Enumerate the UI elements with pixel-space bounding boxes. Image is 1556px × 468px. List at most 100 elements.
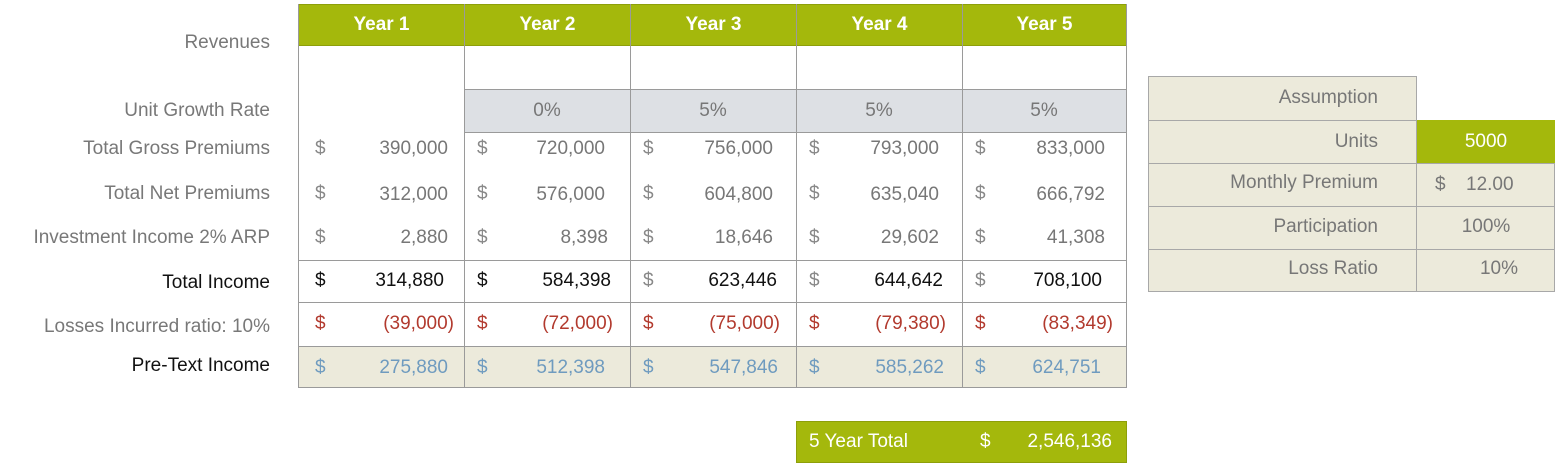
- loss-ratio-value: 10%: [1479, 258, 1519, 279]
- losses-year-5: (83,349): [1042, 313, 1113, 334]
- currency-symbol: $: [809, 227, 820, 248]
- currency-symbol: $: [477, 357, 488, 378]
- currency-symbol: $: [975, 183, 986, 204]
- pretax-income-year-3: 547,846: [709, 357, 778, 378]
- currency-symbol: $: [477, 270, 488, 291]
- net-premium-year-4: 635,040: [870, 184, 939, 205]
- grid-line: [1148, 120, 1417, 121]
- grid-line: [962, 4, 963, 387]
- gross-premium-year-3: 756,000: [704, 138, 773, 159]
- label-total-net-premiums: Total Net Premiums: [104, 183, 270, 204]
- five-year-total-box: 5 Year Total $ 2,546,136: [796, 421, 1127, 463]
- currency-symbol: $: [315, 270, 326, 291]
- currency-symbol: $: [315, 357, 326, 378]
- grid-line: [464, 132, 1127, 133]
- gross-premium-year-4: 793,000: [870, 138, 939, 159]
- grid-line: [1148, 206, 1555, 207]
- investment-income-year-5: 41,308: [1046, 227, 1105, 248]
- currency-symbol: $: [477, 138, 488, 159]
- assumption-panel: [1148, 76, 1417, 292]
- five-year-total-currency: $: [980, 431, 991, 452]
- label-unit-growth-rate: Unit Growth Rate: [124, 100, 270, 121]
- currency-symbol: $: [315, 183, 326, 204]
- gross-premium-year-2: 720,000: [536, 138, 605, 159]
- currency-symbol: $: [643, 138, 654, 159]
- investment-income-year-4: 29,602: [880, 227, 939, 248]
- currency-symbol: $: [809, 138, 820, 159]
- currency-symbol: $: [975, 313, 986, 334]
- total-income-year-1: 314,880: [375, 270, 444, 291]
- net-premium-year-3: 604,800: [704, 184, 773, 205]
- currency-symbol: $: [477, 183, 488, 204]
- currency-symbol: $: [643, 227, 654, 248]
- grid-line: [1126, 4, 1127, 387]
- total-income-year-5: 708,100: [1033, 270, 1102, 291]
- year-header-2: Year 2: [519, 14, 576, 35]
- grid-line: [298, 260, 1127, 261]
- monthly-premium-currency: $: [1435, 174, 1446, 195]
- pretax-income-year-5: 624,751: [1032, 357, 1101, 378]
- total-income-year-3: 623,446: [708, 270, 777, 291]
- participation-value: 100%: [1461, 216, 1511, 237]
- grid-line: [464, 89, 1127, 90]
- loss-ratio-label: Loss Ratio: [1288, 258, 1378, 279]
- currency-symbol: $: [975, 270, 986, 291]
- losses-year-2: (72,000): [542, 313, 613, 334]
- currency-symbol: $: [975, 357, 986, 378]
- label-pretax-income: Pre-Text Income: [131, 355, 270, 376]
- total-income-year-2: 584,398: [542, 270, 611, 291]
- participation-label: Participation: [1273, 216, 1378, 237]
- grid-line: [796, 4, 797, 387]
- year-header-bar: Year 1 Year 2 Year 3 Year 4 Year 5: [298, 4, 1127, 46]
- five-year-total-value: 2,546,136: [1027, 431, 1112, 452]
- unit-growth-band: [464, 90, 1127, 132]
- grid-line: [630, 4, 631, 387]
- label-revenues: Revenues: [184, 32, 270, 53]
- label-total-income: Total Income: [162, 272, 270, 293]
- losses-year-3: (75,000): [709, 313, 780, 334]
- currency-symbol: $: [315, 227, 326, 248]
- grid-line: [298, 387, 1127, 388]
- currency-symbol: $: [315, 313, 326, 334]
- grid-line: [1148, 163, 1555, 164]
- pretax-income-year-1: 275,880: [379, 357, 448, 378]
- monthly-premium-value: 12.00: [1466, 174, 1514, 195]
- net-premium-year-2: 576,000: [536, 184, 605, 205]
- growth-rate-year-3: 5%: [699, 100, 727, 121]
- grid-line: [298, 4, 299, 387]
- gross-premium-year-1: 390,000: [379, 138, 448, 159]
- monthly-premium-label: Monthly Premium: [1230, 172, 1378, 193]
- pretax-income-year-2: 512,398: [536, 357, 605, 378]
- net-premium-year-1: 312,000: [379, 184, 448, 205]
- currency-symbol: $: [477, 227, 488, 248]
- currency-symbol: $: [809, 270, 820, 291]
- investment-income-year-3: 18,646: [714, 227, 773, 248]
- year-header-3: Year 3: [685, 14, 742, 35]
- net-premium-year-5: 666,792: [1036, 184, 1105, 205]
- year-header-5: Year 5: [1016, 14, 1073, 35]
- pretax-income-year-4: 585,262: [875, 357, 944, 378]
- growth-rate-year-4: 5%: [865, 100, 893, 121]
- gross-premium-year-5: 833,000: [1036, 138, 1105, 159]
- currency-symbol: $: [809, 357, 820, 378]
- pretax-income-band: [298, 346, 1127, 387]
- losses-year-1: (39,000): [383, 313, 454, 334]
- label-investment-income: Investment Income 2% ARP: [33, 227, 270, 248]
- investment-income-year-2: 8,398: [560, 227, 608, 248]
- currency-symbol: $: [975, 227, 986, 248]
- grid-line: [464, 4, 465, 387]
- assumption-header: Assumption: [1278, 87, 1378, 108]
- units-label: Units: [1334, 131, 1378, 152]
- currency-symbol: $: [643, 313, 654, 334]
- grid-line: [298, 302, 1127, 303]
- five-year-total-label: 5 Year Total: [809, 431, 908, 452]
- currency-symbol: $: [643, 183, 654, 204]
- growth-rate-year-5: 5%: [1030, 100, 1058, 121]
- losses-year-4: (79,380): [875, 313, 946, 334]
- currency-symbol: $: [809, 183, 820, 204]
- total-income-year-4: 644,642: [874, 270, 943, 291]
- year-header-1: Year 1: [353, 14, 410, 35]
- currency-symbol: $: [809, 313, 820, 334]
- currency-symbol: $: [975, 138, 986, 159]
- investment-income-year-1: 2,880: [400, 227, 448, 248]
